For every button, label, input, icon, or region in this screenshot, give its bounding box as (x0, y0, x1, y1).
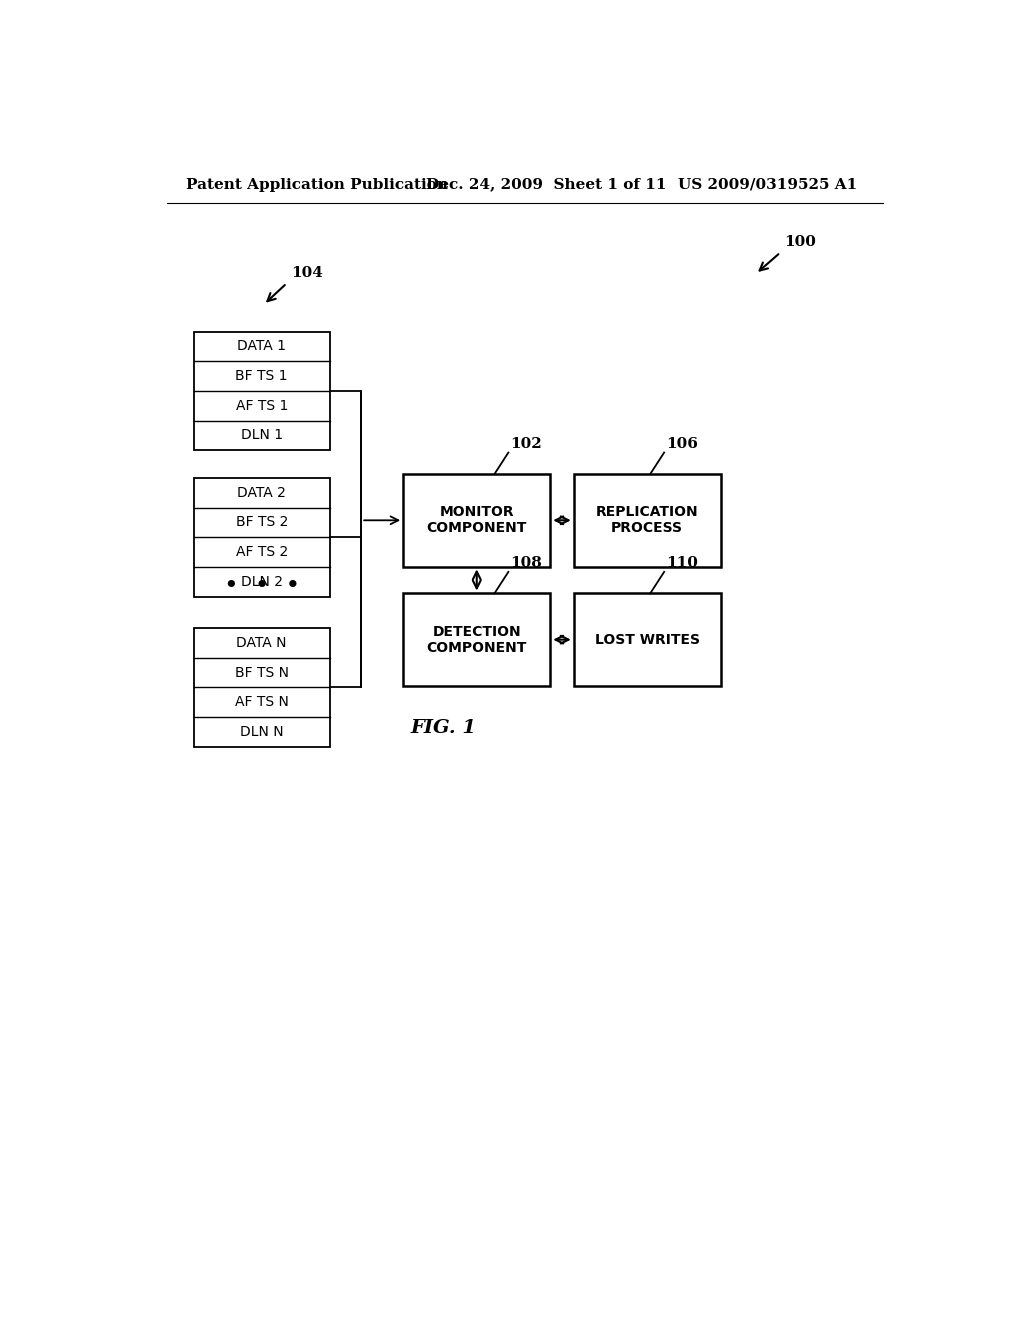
Bar (194, 628, 330, 747)
Text: AF TS 1: AF TS 1 (236, 399, 288, 413)
Text: AF TS N: AF TS N (234, 696, 289, 709)
Text: US 2009/0319525 A1: US 2009/0319525 A1 (678, 178, 857, 191)
Bar (573, 594, 721, 686)
Text: 110: 110 (666, 556, 697, 570)
Text: 100: 100 (784, 235, 816, 249)
Bar (573, 474, 721, 566)
Text: 102: 102 (510, 437, 542, 451)
Text: DLN 1: DLN 1 (241, 429, 283, 442)
Text: AF TS 2: AF TS 2 (236, 545, 288, 560)
Text: Patent Application Publication: Patent Application Publication (186, 178, 449, 191)
Text: •  •  •: • • • (223, 574, 300, 598)
Text: DLN N: DLN N (240, 725, 284, 739)
Text: BF TS N: BF TS N (234, 665, 289, 680)
Text: 104: 104 (291, 267, 323, 280)
Bar (403, 474, 550, 566)
Text: Dec. 24, 2009  Sheet 1 of 11: Dec. 24, 2009 Sheet 1 of 11 (426, 178, 667, 191)
Text: FIG. 1: FIG. 1 (411, 719, 477, 737)
Text: DATA N: DATA N (237, 636, 287, 649)
Text: BF TS 2: BF TS 2 (236, 515, 288, 529)
Text: DLN 2: DLN 2 (241, 574, 283, 589)
Text: 108: 108 (510, 556, 542, 570)
Text: DATA 1: DATA 1 (238, 339, 286, 354)
Text: 106: 106 (666, 437, 697, 451)
Text: REPLICATION
PROCESS: REPLICATION PROCESS (596, 506, 698, 536)
Text: DETECTION
COMPONENT: DETECTION COMPONENT (427, 624, 527, 655)
Text: MONITOR
COMPONENT: MONITOR COMPONENT (427, 506, 527, 536)
Bar (194, 478, 330, 597)
Bar (194, 331, 330, 450)
Text: LOST WRITES: LOST WRITES (595, 632, 699, 647)
Text: BF TS 1: BF TS 1 (236, 370, 288, 383)
Bar (403, 594, 550, 686)
Text: DATA 2: DATA 2 (238, 486, 286, 500)
